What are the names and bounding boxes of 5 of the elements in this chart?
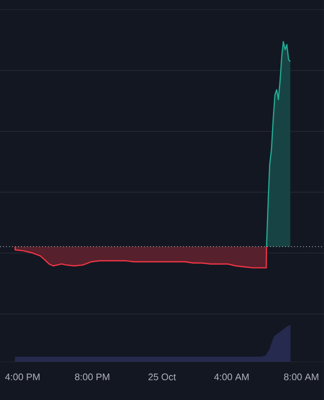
x-tick-label: 25 Oct bbox=[148, 374, 176, 380]
x-tick-label: 8:00 AM bbox=[284, 374, 318, 380]
x-tick-label: 8:00 PM bbox=[75, 374, 110, 380]
x-tick-label: 4:00 PM bbox=[5, 374, 40, 380]
x-tick-label: 4:00 AM bbox=[214, 374, 249, 380]
